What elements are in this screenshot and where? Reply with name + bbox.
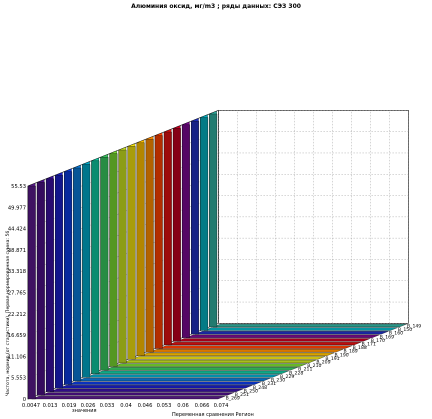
series-floor — [167, 341, 362, 346]
series-bar — [200, 117, 209, 331]
x-tick-label: 0.053 — [157, 403, 172, 409]
series-label: B_171 — [362, 342, 376, 348]
x-tick-label: 0.04 — [120, 403, 132, 409]
series-label: B_229 — [280, 374, 294, 380]
series-label: B_191 — [325, 356, 339, 362]
series-bar — [145, 139, 154, 353]
series-floor — [149, 349, 344, 353]
x-tick-label: 0.033 — [100, 403, 115, 409]
series-floor — [176, 338, 371, 342]
series-label: B_189 — [344, 349, 358, 355]
series-floor — [104, 367, 298, 371]
series-label: B_150 — [398, 327, 412, 333]
series-bar — [136, 142, 145, 356]
y-axis-ticks: 0 5.553 11.106 16.659 22.212 27.765 33.318 38.8… — [8, 184, 27, 403]
series-bar — [154, 135, 163, 349]
series-floor — [95, 370, 289, 374]
series-bar — [191, 121, 199, 335]
series-label: B_231 — [262, 381, 276, 387]
y-tick-label: 5.553 — [11, 376, 26, 382]
series-floor — [40, 392, 235, 396]
series-bar — [182, 124, 190, 338]
series-floor — [185, 334, 380, 338]
series-bar — [45, 178, 54, 392]
series-floor — [213, 323, 407, 328]
series-floor — [77, 377, 271, 382]
series-axis-labels: B_269B_251B_250B_248B_231B_230B_229B_228… — [226, 324, 422, 402]
y-tick-label: 33.318 — [8, 269, 26, 275]
x-tick-label: 0.06 — [177, 403, 189, 409]
series-bar — [109, 153, 118, 367]
x-tick-label: 0.026 — [81, 403, 96, 409]
y-tick-label: 16.659 — [8, 333, 26, 339]
series-label: B_248 — [253, 385, 267, 391]
x-tick-label: 0.074 — [214, 403, 230, 409]
series-bar — [127, 146, 136, 360]
series-label: B_269 — [226, 396, 240, 402]
series-bar — [55, 175, 63, 389]
chart-bars — [27, 110, 407, 400]
series-label: B_211 — [298, 367, 312, 373]
y-tick-label: 0 — [23, 397, 26, 403]
series-label: B_210 — [307, 363, 321, 369]
x-axis-ticks: 0.0047 0.013 0.019 0.026 0.033 0.04 0.046 0.053… — [22, 403, 229, 409]
series-bar — [73, 167, 82, 382]
series-floor — [58, 385, 253, 389]
series-label: B_209 — [316, 360, 330, 366]
series-label: B_188 — [353, 345, 367, 351]
series-label: B_170 — [371, 338, 385, 344]
series-label: B_250 — [244, 388, 258, 394]
chart-title: Алюминия оксид, мг/m3 ; ряды данных: СЭЗ… — [131, 3, 301, 10]
series-floor — [68, 381, 262, 385]
series-floor — [49, 388, 244, 392]
y-axis-label: Частота, нормир.(от статистики). Первая … — [5, 231, 11, 396]
series-floor — [194, 331, 389, 335]
x-tick-label: 0.046 — [138, 403, 153, 409]
series-bar — [27, 185, 36, 400]
x-tick-label: 0.066 — [195, 403, 210, 409]
series-bar — [82, 164, 91, 378]
y-tick-label: 27.765 — [8, 291, 26, 297]
series-bar — [100, 157, 109, 371]
series-label: B_251 — [235, 392, 249, 398]
series-bar — [118, 149, 127, 364]
series-label: B_228 — [289, 370, 303, 376]
series-floor — [31, 395, 226, 400]
y-tick-label: 44.424 — [8, 227, 27, 233]
y-tick-label: 49.977 — [8, 205, 26, 211]
series-label: B_190 — [334, 352, 348, 358]
series-bar — [91, 160, 100, 374]
x-tick-label: 0.019 — [62, 403, 77, 409]
series-bar — [209, 113, 218, 328]
series-floor — [122, 359, 316, 364]
y-tick-label: 55.53 — [11, 184, 26, 190]
y-tick-label: 11.106 — [8, 354, 26, 360]
x-tick-label: 0.0047 — [22, 403, 40, 409]
series-bar — [64, 171, 73, 385]
z-axis-label: Переменная сравнения Регион — [172, 412, 254, 418]
series-floor — [86, 374, 280, 378]
series-floor — [131, 356, 326, 360]
series-floor — [140, 352, 335, 356]
series-bar — [172, 128, 181, 342]
y-tick-label: 38.871 — [8, 248, 26, 254]
series-label: B_169 — [380, 334, 394, 340]
series-floor — [204, 327, 398, 331]
series-label: B_149 — [407, 324, 421, 330]
series-floor — [113, 363, 307, 367]
x-tick-label: 0.013 — [43, 403, 58, 409]
series-label: B_160 — [389, 331, 403, 337]
x-axis-label: значения — [72, 408, 97, 414]
series-bar — [163, 131, 172, 346]
series-label: B_230 — [271, 378, 285, 384]
series-bar — [36, 182, 45, 396]
series-floor — [158, 345, 353, 349]
y-tick-label: 22.212 — [8, 312, 26, 318]
